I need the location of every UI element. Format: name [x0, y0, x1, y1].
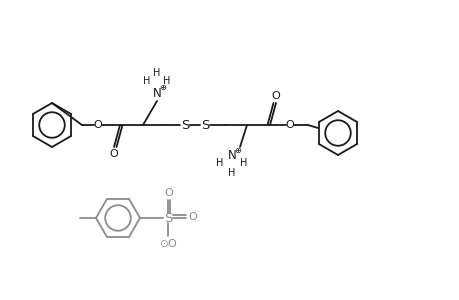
Text: ⊕: ⊕ — [234, 146, 241, 154]
Text: S: S — [163, 212, 172, 224]
Text: H: H — [228, 168, 235, 178]
Text: N: N — [227, 148, 236, 161]
Text: H: H — [143, 76, 151, 86]
Text: O: O — [271, 91, 280, 101]
Text: ⊙: ⊙ — [158, 239, 167, 249]
Text: O: O — [164, 188, 173, 198]
Text: O: O — [167, 239, 176, 249]
Text: ⊕: ⊕ — [159, 82, 166, 91]
Text: H: H — [163, 76, 170, 86]
Text: S: S — [201, 118, 209, 131]
Text: N: N — [152, 86, 161, 100]
Text: H: H — [153, 68, 160, 78]
Text: H: H — [240, 158, 247, 168]
Text: O: O — [285, 120, 294, 130]
Text: O: O — [188, 212, 197, 222]
Text: O: O — [109, 149, 118, 159]
Text: S: S — [180, 118, 189, 131]
Text: O: O — [94, 120, 102, 130]
Text: H: H — [216, 158, 223, 168]
